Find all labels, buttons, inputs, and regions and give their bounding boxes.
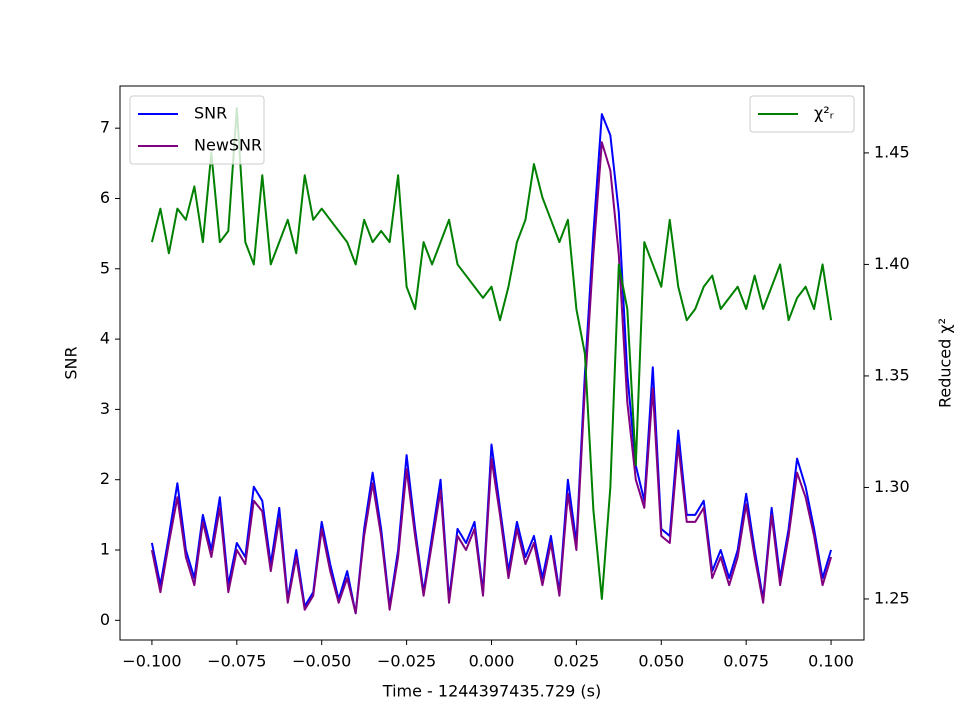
y-tick-label: 6 xyxy=(100,188,110,207)
x-tick-label: 0.000 xyxy=(469,652,515,671)
y2-axis-label: Reduced χ² xyxy=(936,318,955,408)
x-tick-label: −0.025 xyxy=(377,652,436,671)
y2-tick-label: 1.40 xyxy=(874,254,910,273)
y-tick-label: 1 xyxy=(100,540,110,559)
x-tick-label: 0.075 xyxy=(723,652,769,671)
y-tick-label: 3 xyxy=(100,399,110,418)
legend-label: χ²ᵣ xyxy=(814,104,835,123)
y-tick-label: 4 xyxy=(100,329,110,348)
legend-label: SNR xyxy=(194,104,227,123)
y-tick-label: 5 xyxy=(100,258,110,277)
y2-tick-label: 1.25 xyxy=(874,588,910,607)
x-axis-label: Time - 1244397435.729 (s) xyxy=(382,682,601,701)
plot-frame xyxy=(119,85,865,641)
series-line xyxy=(150,107,833,600)
y-tick-label: 0 xyxy=(100,610,110,629)
y2-tick-label: 1.30 xyxy=(874,477,910,496)
x-tick-label: 0.025 xyxy=(553,652,599,671)
x-tick-label: −0.050 xyxy=(292,652,351,671)
x-tick-label: −0.075 xyxy=(207,652,266,671)
y-tick-label: 7 xyxy=(100,118,110,137)
legend-label: NewSNR xyxy=(194,136,262,155)
y-axis-label: SNR xyxy=(62,346,81,379)
x-tick-label: 0.100 xyxy=(808,652,854,671)
series-line xyxy=(150,113,833,615)
y2-tick-label: 1.45 xyxy=(874,142,910,161)
y-tick-label: 2 xyxy=(100,469,110,488)
y2-tick-label: 1.35 xyxy=(874,365,910,384)
x-tick-label: −0.100 xyxy=(122,652,181,671)
x-tick-label: 0.050 xyxy=(638,652,684,671)
series-line xyxy=(150,141,833,615)
legend-box xyxy=(749,95,855,133)
